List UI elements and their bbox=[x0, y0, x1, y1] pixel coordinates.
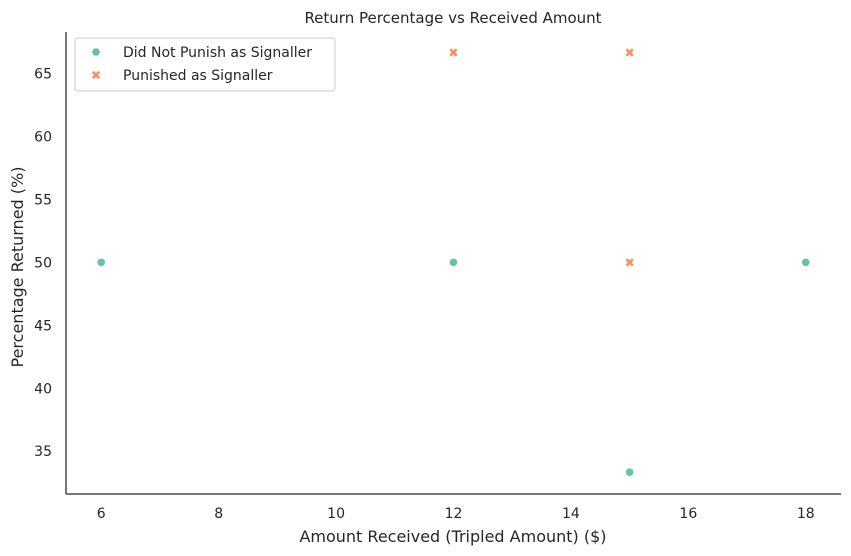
x-tick-label: 8 bbox=[214, 506, 223, 522]
legend-marker bbox=[91, 70, 101, 80]
data-point-did-not-punish bbox=[801, 257, 811, 267]
data-point-punished bbox=[625, 258, 634, 267]
data-point-did-not-punish bbox=[96, 257, 106, 267]
y-axis-label: Percentage Returned (%) bbox=[8, 167, 27, 368]
y-tick-label: 45 bbox=[34, 318, 52, 334]
legend-label: Punished as Signaller bbox=[123, 68, 273, 84]
y-tick-label: 55 bbox=[34, 192, 52, 208]
chart-title: Return Percentage vs Received Amount bbox=[304, 9, 601, 27]
y-tick-label: 60 bbox=[34, 129, 52, 145]
x-tick-label: 6 bbox=[97, 506, 106, 522]
data-point-did-not-punish bbox=[625, 467, 635, 477]
y-tick-label: 65 bbox=[34, 67, 52, 83]
x-axis-ticks: 6 8 10 12 14 16 18 bbox=[97, 506, 815, 522]
x-axis-label: Amount Received (Tripled Amount) ($) bbox=[299, 527, 606, 546]
data-points bbox=[96, 48, 811, 477]
legend-label: Did Not Punish as Signaller bbox=[123, 45, 312, 61]
y-tick-label: 40 bbox=[34, 381, 52, 397]
data-point-punished bbox=[449, 48, 458, 57]
data-point-did-not-punish bbox=[448, 257, 459, 267]
legend: Did Not Punish as Signaller Punished as S… bbox=[74, 37, 336, 92]
x-tick-label: 12 bbox=[445, 506, 463, 522]
axes bbox=[65, 32, 841, 495]
data-point-punished bbox=[625, 48, 634, 57]
x-tick-label: 10 bbox=[327, 506, 345, 522]
x-tick-label: 16 bbox=[679, 506, 697, 522]
y-tick-label: 50 bbox=[34, 255, 52, 271]
legend-marker bbox=[91, 47, 101, 57]
legend-box bbox=[74, 37, 336, 92]
x-tick-label: 18 bbox=[797, 506, 815, 522]
x-tick-label: 14 bbox=[562, 506, 580, 522]
y-axis-ticks: 35 40 45 50 55 60 65 bbox=[34, 67, 52, 461]
y-tick-label: 35 bbox=[34, 444, 52, 460]
